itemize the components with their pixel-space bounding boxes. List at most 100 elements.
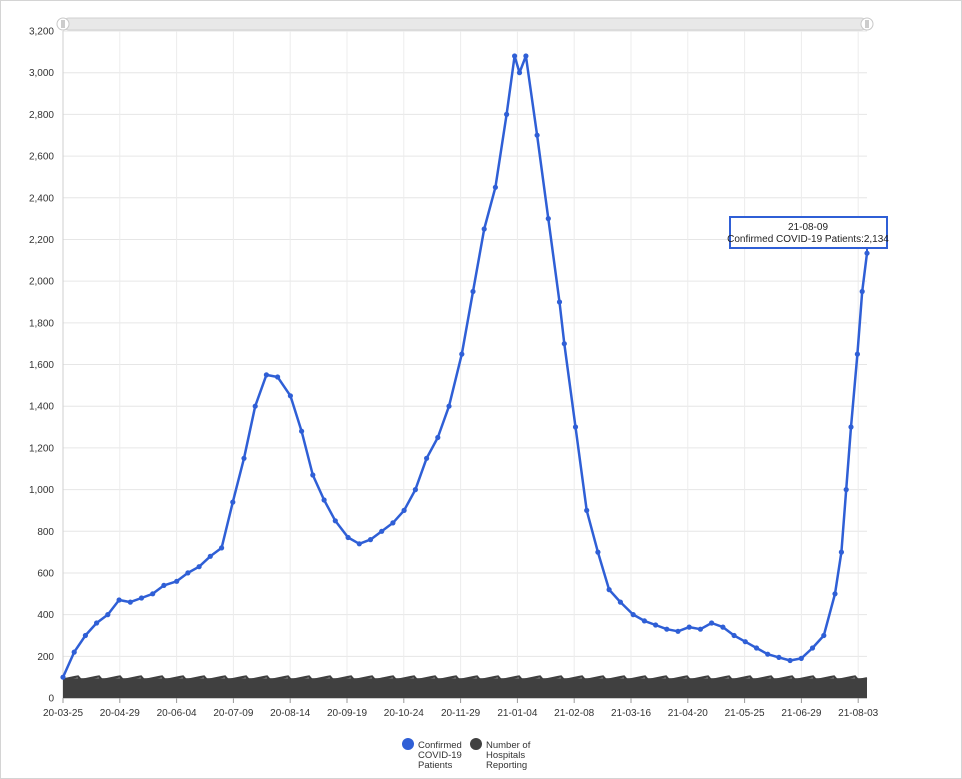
- patients-point[interactable]: [401, 507, 407, 513]
- patients-point[interactable]: [787, 657, 793, 664]
- patients-point[interactable]: [161, 582, 167, 589]
- patients-point[interactable]: [241, 455, 247, 461]
- patients-point[interactable]: [332, 518, 338, 524]
- patients-point[interactable]: [446, 403, 452, 409]
- patients-point[interactable]: [561, 341, 567, 347]
- patients-point[interactable]: [185, 570, 191, 576]
- patients-point[interactable]: [843, 487, 849, 493]
- legend-swatch-patients: [402, 738, 414, 750]
- patients-point[interactable]: [731, 632, 737, 639]
- patients-point[interactable]: [116, 597, 122, 603]
- patients-point[interactable]: [412, 487, 418, 493]
- patients-point[interactable]: [252, 403, 258, 409]
- patients-point[interactable]: [630, 612, 636, 618]
- patients-point[interactable]: [572, 424, 579, 430]
- patients-point[interactable]: [424, 455, 430, 461]
- x-tick-label: 21-04-20: [668, 708, 708, 719]
- range-navigator[interactable]: [56, 17, 874, 31]
- patients-point[interactable]: [742, 639, 748, 645]
- patients-line: [61, 54, 869, 678]
- x-tick-label: 20-03-25: [43, 708, 83, 719]
- legend-item-hospitals[interactable]: Number of Hospitals Reporting: [470, 738, 531, 771]
- patients-point[interactable]: [390, 520, 396, 526]
- patients-point[interactable]: [664, 626, 670, 632]
- patients-point[interactable]: [854, 351, 861, 357]
- legend-item-patients[interactable]: Confirmed COVID-19 Patients: [402, 738, 462, 771]
- range-navigator-track[interactable]: [62, 17, 868, 31]
- patients-point[interactable]: [545, 216, 551, 222]
- patients-point[interactable]: [321, 497, 327, 503]
- patients-point[interactable]: [838, 549, 845, 555]
- x-tick-label: 20-04-29: [100, 708, 140, 719]
- x-tick-label: 21-08-03: [838, 708, 878, 719]
- patients-point[interactable]: [481, 226, 487, 232]
- patients-point[interactable]: [859, 288, 865, 295]
- patients-point[interactable]: [641, 618, 648, 624]
- patients-point[interactable]: [459, 351, 465, 357]
- y-tick-label: 1,800: [29, 318, 54, 329]
- patients-point[interactable]: [310, 472, 316, 478]
- patients-point[interactable]: [776, 654, 782, 661]
- x-tick-label: 20-09-19: [327, 708, 367, 719]
- y-tick-label: 3,200: [29, 27, 54, 38]
- patients-point[interactable]: [230, 499, 236, 505]
- patients-point[interactable]: [492, 184, 498, 190]
- patients-point[interactable]: [653, 622, 659, 628]
- patients-point[interactable]: [504, 111, 510, 117]
- patients-point[interactable]: [511, 53, 518, 59]
- patients-point[interactable]: [523, 53, 529, 59]
- patients-point[interactable]: [821, 632, 827, 639]
- patients-point[interactable]: [105, 612, 111, 618]
- patients-point[interactable]: [379, 528, 385, 534]
- patients-point[interactable]: [60, 674, 66, 680]
- patients-point[interactable]: [138, 595, 145, 601]
- patients-point[interactable]: [287, 393, 293, 399]
- tooltip-value: Confirmed COVID-19 Patients:2,134: [727, 234, 889, 245]
- patients-point[interactable]: [82, 632, 88, 639]
- legend-label-hospitals-1: Number of: [486, 740, 531, 751]
- patients-point[interactable]: [516, 70, 523, 76]
- patients-point[interactable]: [809, 645, 816, 651]
- patients-point[interactable]: [720, 624, 726, 630]
- patients-point[interactable]: [595, 549, 601, 555]
- patients-point[interactable]: [709, 620, 715, 626]
- hospitals-area: [63, 678, 867, 698]
- patients-point[interactable]: [275, 374, 281, 380]
- patients-point[interactable]: [219, 545, 225, 551]
- patients-point[interactable]: [435, 434, 441, 441]
- patients-point[interactable]: [299, 428, 305, 434]
- patients-point[interactable]: [345, 534, 351, 541]
- patients-point[interactable]: [697, 626, 704, 632]
- patients-point[interactable]: [534, 132, 540, 138]
- legend-label-hospitals-3: Reporting: [486, 760, 527, 771]
- y-tick-label: 400: [37, 610, 54, 621]
- patients-point[interactable]: [606, 587, 612, 593]
- patients-point[interactable]: [207, 553, 213, 559]
- patients-point[interactable]: [94, 620, 100, 626]
- y-tick-label: 2,600: [29, 152, 54, 163]
- grid-lines: [62, 30, 867, 699]
- patients-point[interactable]: [753, 645, 760, 651]
- patients-point[interactable]: [798, 655, 804, 662]
- range-start-handle[interactable]: [56, 17, 70, 31]
- patients-point[interactable]: [584, 507, 590, 513]
- range-end-handle[interactable]: [860, 17, 874, 31]
- patients-point[interactable]: [127, 599, 133, 605]
- y-tick-label: 600: [37, 568, 54, 579]
- patients-point[interactable]: [150, 591, 156, 597]
- patients-point[interactable]: [686, 624, 692, 630]
- patients-point[interactable]: [367, 537, 374, 543]
- patients-point[interactable]: [356, 541, 362, 547]
- patients-point[interactable]: [263, 372, 269, 378]
- patients-point[interactable]: [556, 299, 563, 305]
- patients-series[interactable]: [60, 53, 870, 680]
- patients-point[interactable]: [832, 591, 838, 597]
- patients-point[interactable]: [675, 628, 681, 634]
- patients-point[interactable]: [617, 599, 624, 605]
- patients-point[interactable]: [765, 651, 771, 657]
- patients-point[interactable]: [174, 578, 180, 584]
- patients-point[interactable]: [196, 564, 202, 570]
- patients-point[interactable]: [71, 649, 77, 655]
- patients-point[interactable]: [848, 424, 854, 430]
- patients-point[interactable]: [470, 288, 476, 295]
